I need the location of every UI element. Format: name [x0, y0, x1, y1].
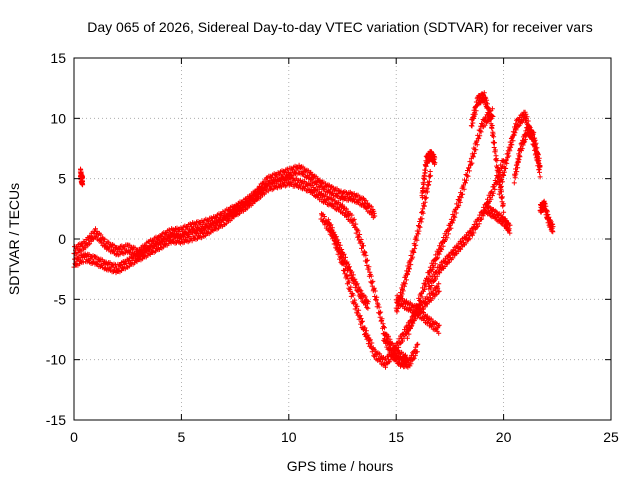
- series-markers: [511, 124, 543, 186]
- series-markers: [71, 162, 378, 260]
- series-track-late-c: [511, 124, 543, 186]
- series-track-recovery-a: [404, 106, 496, 341]
- series-markers: [419, 149, 438, 201]
- chart-title: Day 065 of 2026, Sidereal Day-to-day VTE…: [87, 19, 593, 35]
- x-axis-label: GPS time / hours: [287, 458, 394, 474]
- series-markers: [325, 217, 371, 311]
- y-tick-label: 15: [50, 50, 66, 66]
- x-tick-label: 5: [178, 429, 186, 445]
- x-tick-label: 25: [603, 429, 619, 445]
- series-markers: [483, 204, 513, 236]
- series-markers: [537, 198, 556, 235]
- series-track-late-d: [483, 204, 513, 236]
- y-tick-label: -10: [46, 352, 66, 368]
- x-tick-label: 15: [388, 429, 404, 445]
- series-track-tail: [537, 198, 556, 235]
- y-tick-label: 5: [58, 171, 66, 187]
- series-track-main-upper: [71, 162, 378, 260]
- series-markers: [393, 169, 434, 315]
- series-markers: [404, 106, 496, 341]
- y-tick-label: 10: [50, 110, 66, 126]
- y-tick-label: -5: [54, 291, 67, 307]
- ticks: 0 5 10 15 20 25 -15 -10 -5 0 5 10 15: [46, 50, 619, 445]
- series-markers: [77, 166, 86, 188]
- y-tick-label: -15: [46, 412, 66, 428]
- y-tick-label: 0: [58, 231, 66, 247]
- x-tick-label: 20: [496, 429, 512, 445]
- x-tick-label: 0: [70, 429, 78, 445]
- series-markers: [380, 331, 421, 370]
- y-axis-label: SDTVAR / TECUs: [6, 183, 22, 295]
- x-tick-label: 10: [281, 429, 297, 445]
- series-track-outlier-early: [77, 166, 86, 188]
- grid: [74, 58, 611, 420]
- series-track-rise-c: [393, 169, 434, 315]
- series-track-rise-d: [419, 149, 438, 201]
- series-track-dip-c: [380, 331, 421, 370]
- data-points: [71, 90, 556, 370]
- series-track-dip-a: [325, 217, 371, 311]
